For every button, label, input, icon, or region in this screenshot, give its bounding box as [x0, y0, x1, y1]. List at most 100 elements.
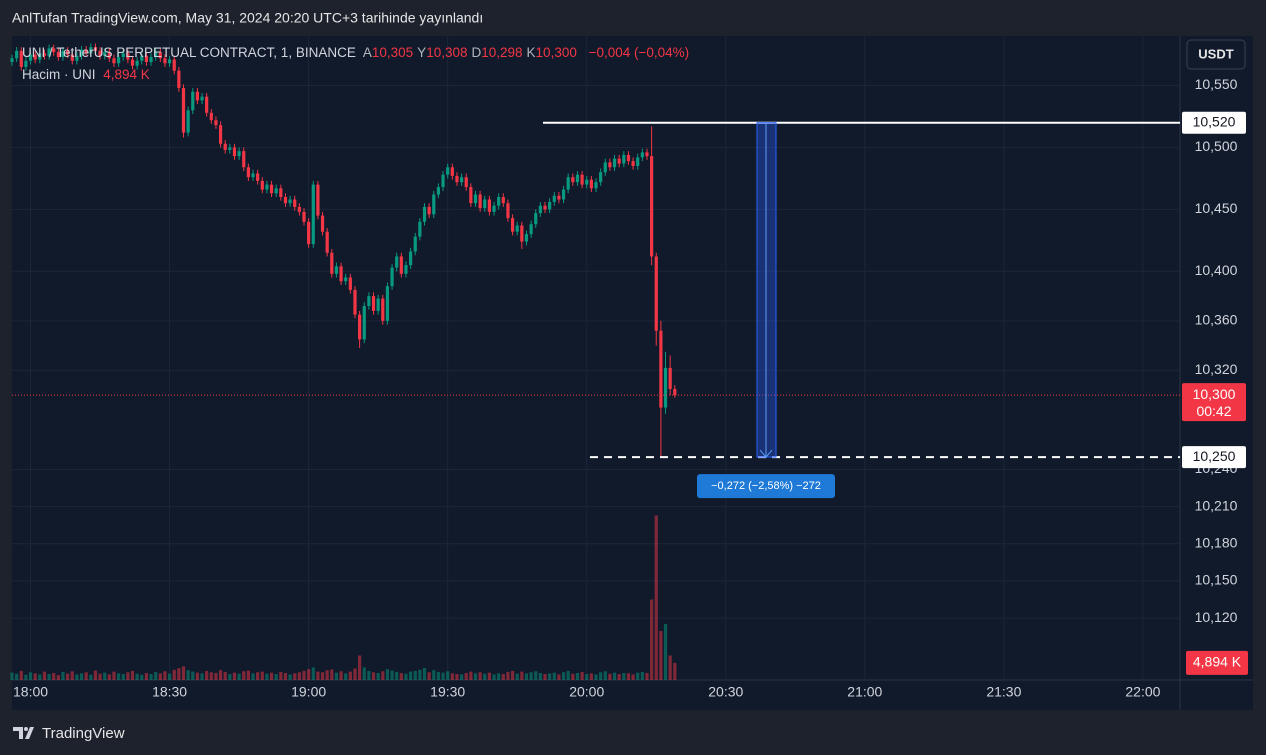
- candle-body: [543, 205, 547, 210]
- y-tick-label: 10,210: [1195, 497, 1238, 513]
- x-tick-label: 20:00: [569, 684, 604, 700]
- candle-body: [548, 201, 552, 210]
- candle-body: [126, 53, 130, 60]
- candle-body: [436, 187, 441, 195]
- volume-bar: [344, 673, 348, 680]
- candle-body: [608, 162, 612, 168]
- candle-body: [135, 60, 139, 66]
- volume-bar: [510, 670, 515, 680]
- candle-body: [339, 266, 343, 282]
- volume-bar: [237, 673, 241, 680]
- x-tick-label: 21:30: [986, 684, 1021, 700]
- volume-bar: [293, 673, 297, 680]
- volume-bar: [15, 673, 19, 680]
- candle-body: [10, 58, 14, 63]
- y-tick-label: 10,450: [1195, 200, 1238, 216]
- candle-body: [464, 177, 468, 188]
- ohlc-value: 10,300: [535, 45, 577, 60]
- candle-body: [399, 256, 403, 274]
- volume-bar: [529, 672, 533, 680]
- volume-bar: [626, 673, 631, 680]
- volume-bar: [631, 674, 635, 680]
- y-tick-label: 10,360: [1195, 312, 1238, 328]
- candle-body: [612, 158, 617, 168]
- volume-bar: [538, 673, 542, 680]
- volume-bar: [367, 670, 371, 680]
- candle-body: [167, 59, 172, 64]
- y-tick-label: 10,150: [1195, 572, 1238, 588]
- y-tick-label: 10,320: [1195, 361, 1238, 377]
- candle-body: [492, 205, 496, 212]
- candle-body: [177, 70, 181, 89]
- candle-body: [631, 161, 635, 167]
- volume-bar: [557, 674, 561, 680]
- candle-body: [640, 152, 644, 158]
- volume-bar: [636, 672, 640, 680]
- volume-bar: [548, 673, 552, 680]
- volume-bar: [478, 672, 482, 680]
- ohlc-key: A: [362, 45, 372, 60]
- ohlc-value: 10,305: [371, 45, 414, 60]
- candle-body: [260, 180, 264, 190]
- candle-body: [38, 53, 42, 60]
- candle-body: [478, 194, 482, 209]
- candle-body: [469, 187, 473, 204]
- candle-body: [214, 120, 218, 126]
- candle-body: [501, 197, 505, 204]
- volume-bar: [307, 669, 311, 680]
- brand-logo: [13, 727, 34, 739]
- volume-bar: [311, 667, 315, 680]
- volume-bar: [103, 672, 107, 680]
- volume-bar: [209, 672, 213, 680]
- candle-body: [538, 205, 542, 214]
- candle-body: [455, 175, 459, 183]
- candle-body: [223, 143, 227, 150]
- logo-mark: [13, 727, 34, 739]
- volume-bar: [362, 667, 366, 680]
- candle-body: [98, 50, 102, 56]
- volume-last-label: 4,894 K: [1193, 654, 1242, 670]
- logo-dot: [24, 727, 28, 731]
- volume-bar: [325, 670, 329, 680]
- volume-bar: [515, 673, 519, 680]
- candle-body: [195, 91, 199, 101]
- volume-bar: [186, 670, 190, 680]
- candle-body: [376, 298, 380, 311]
- candle-body: [422, 206, 427, 222]
- ohlc-key: K: [526, 45, 536, 60]
- candle-body: [228, 147, 232, 150]
- volume-bar: [205, 670, 209, 680]
- volume-bar: [640, 671, 644, 680]
- candle-body: [557, 195, 561, 200]
- publisher: AnlTufan TradingView.com, May 31, 2024 2…: [12, 10, 483, 26]
- candle-body: [218, 125, 223, 144]
- volume-bar: [464, 673, 468, 680]
- volume-bar: [279, 671, 283, 680]
- candle-body: [66, 50, 70, 55]
- volume-bar: [297, 672, 301, 680]
- volume-bar: [274, 674, 278, 680]
- candle-body: [520, 225, 524, 242]
- candle-body: [446, 167, 450, 175]
- candle-body: [367, 296, 371, 306]
- currency-button[interactable]: [1186, 39, 1246, 70]
- candle-body: [603, 162, 607, 173]
- volume-bar: [469, 671, 473, 680]
- volume-bar: [520, 671, 524, 680]
- candle-body: [297, 206, 301, 212]
- volume-bar: [622, 673, 626, 680]
- volume-bar: [436, 671, 441, 680]
- volume-bar: [673, 662, 677, 680]
- volume-bar: [89, 674, 93, 680]
- volume-bar: [552, 672, 556, 680]
- volume-bar: [422, 668, 427, 680]
- volume-bar: [594, 674, 598, 680]
- candle-body: [404, 265, 408, 274]
- volume-bar: [381, 671, 385, 680]
- volume-bar: [348, 671, 352, 680]
- volume-bar: [650, 599, 654, 680]
- volume-bar: [589, 673, 593, 680]
- volume-bar: [427, 672, 431, 680]
- volume-bar: [506, 671, 510, 680]
